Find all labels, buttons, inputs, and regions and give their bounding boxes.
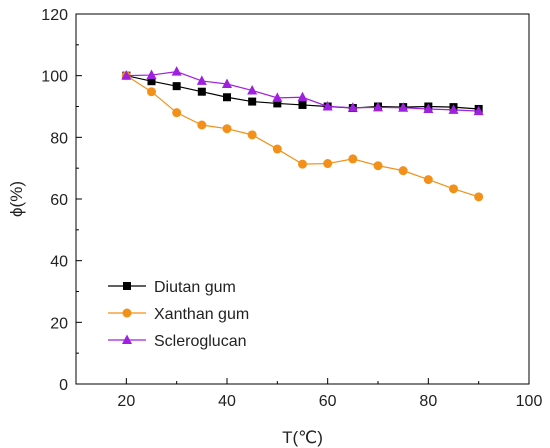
legend-label: Diutan gum — [154, 279, 236, 296]
data-point-scleroglucan — [347, 102, 358, 112]
data-point-xanthan-gum — [298, 159, 307, 169]
legend-marker — [123, 282, 131, 290]
x-axis-title: T(℃) — [282, 428, 323, 447]
x-axis: 20 40 60 80 100 — [75, 378, 543, 410]
legend-item-scleroglucan: Scleroglucan — [108, 333, 247, 350]
data-point-scleroglucan — [272, 92, 283, 102]
data-point-scleroglucan — [473, 105, 484, 116]
legend-marker — [122, 334, 132, 344]
data-point-xanthan-gum — [272, 144, 282, 154]
data-point-xanthan-gum — [197, 120, 207, 130]
plot-area — [75, 13, 530, 385]
data-point-xanthan-gum — [373, 161, 383, 171]
data-point-diutan-gum — [223, 93, 231, 102]
data-point-diutan-gum — [197, 87, 206, 96]
legend-marker — [122, 308, 132, 318]
data-point-scleroglucan — [196, 75, 207, 85]
data-point-scleroglucan — [222, 78, 232, 88]
y-tick-label: 80 — [50, 130, 68, 147]
legend-item-xanthan-gum: Xanthan gum — [108, 306, 249, 323]
y-tick-label: 20 — [50, 315, 68, 332]
data-point-xanthan-gum — [247, 130, 257, 140]
data-point-scleroglucan — [171, 66, 182, 76]
y-axis-title: ϕ(%) — [7, 181, 26, 217]
data-point-scleroglucan — [423, 103, 434, 113]
x-tick-label: 60 — [319, 393, 337, 410]
data-point-scleroglucan — [373, 101, 383, 112]
data-point-scleroglucan — [247, 84, 258, 95]
legend-label: Scleroglucan — [154, 333, 247, 350]
data-point-diutan-gum — [273, 99, 282, 108]
y-tick-label: 40 — [50, 254, 68, 271]
data-point-xanthan-gum — [172, 108, 182, 118]
data-point-scleroglucan — [448, 104, 459, 114]
data-point-scleroglucan — [146, 69, 157, 80]
data-point-diutan-gum — [248, 97, 257, 106]
data-point-scleroglucan — [322, 101, 333, 111]
data-point-diutan-gum — [298, 100, 307, 109]
y-tick-label: 0 — [59, 377, 68, 394]
legend-item-diutan-gum: Diutan gum — [108, 279, 236, 296]
data-point-xanthan-gum — [474, 192, 484, 202]
x-tick-label: 80 — [419, 393, 437, 410]
series-layer — [121, 66, 484, 202]
series-xanthan-gum — [121, 71, 484, 202]
data-point-scleroglucan — [121, 70, 132, 80]
x-tick-label: 40 — [218, 393, 236, 410]
data-point-xanthan-gum — [147, 87, 156, 97]
data-point-diutan-gum — [147, 77, 156, 86]
legend-label: Xanthan gum — [154, 306, 249, 323]
series-scleroglucan — [121, 66, 484, 116]
data-point-xanthan-gum — [348, 154, 358, 164]
data-point-xanthan-gum — [222, 124, 232, 134]
x-tick-label: 20 — [117, 393, 135, 410]
legend: Diutan gum Xanthan gum Scleroglucan — [108, 279, 249, 350]
data-point-scleroglucan — [297, 91, 308, 102]
y-tick-label: 100 — [41, 69, 68, 86]
data-point-diutan-gum — [172, 82, 181, 91]
data-point-xanthan-gum — [398, 166, 408, 176]
x-tick-label: 100 — [516, 393, 543, 410]
y-axis: 0 20 40 60 80 100 120 — [41, 7, 82, 394]
data-point-xanthan-gum — [323, 159, 333, 169]
y-tick-label: 120 — [41, 7, 68, 24]
data-point-scleroglucan — [398, 102, 409, 112]
y-tick-label: 60 — [50, 192, 68, 209]
data-point-xanthan-gum — [423, 175, 433, 185]
plot-border — [75, 13, 530, 385]
data-point-xanthan-gum — [449, 184, 458, 194]
